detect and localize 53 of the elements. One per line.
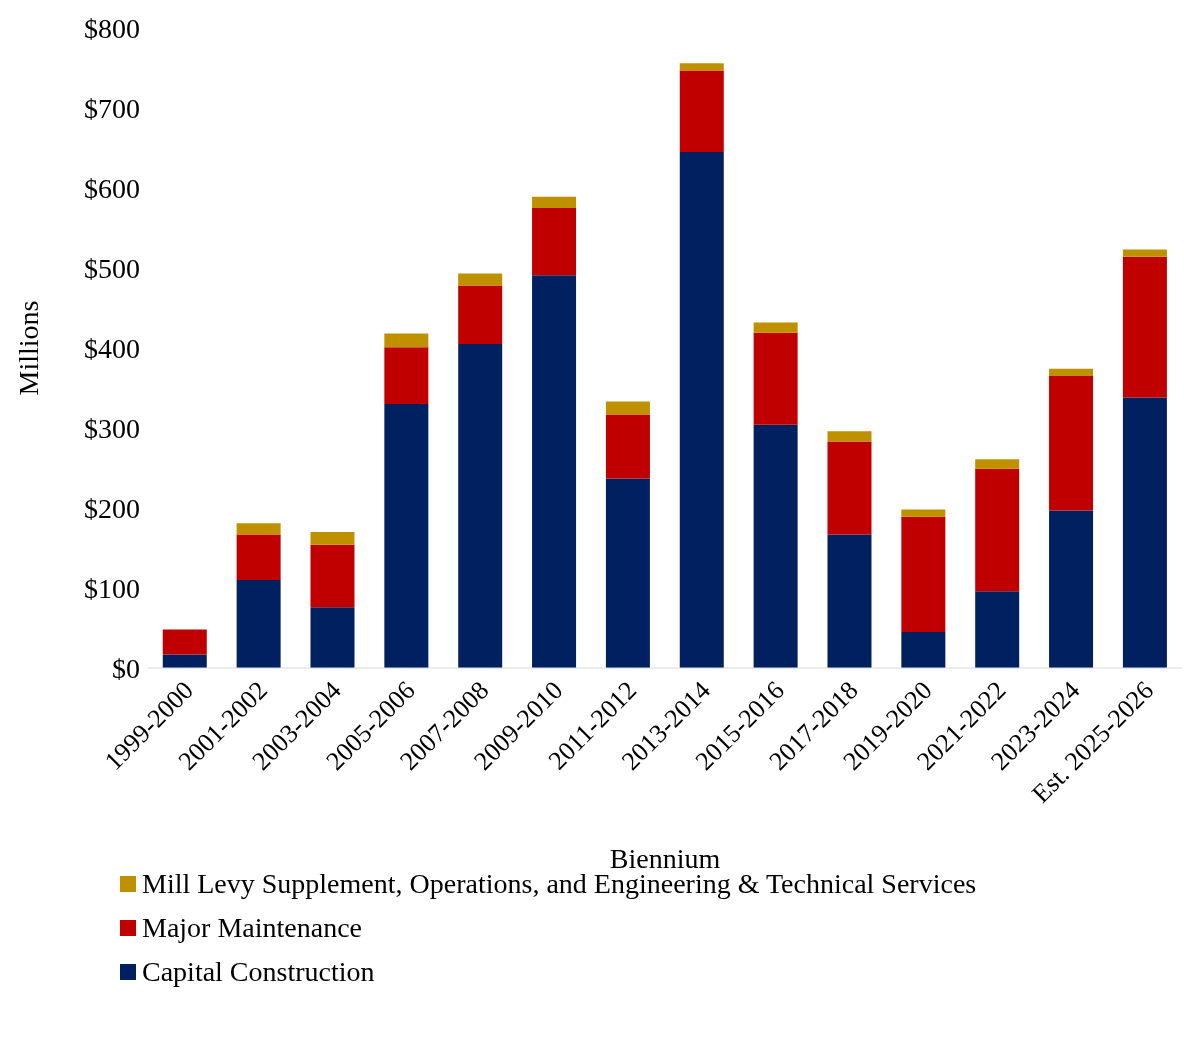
bar — [1122, 256, 1167, 398]
y-tick-label: $200 — [84, 492, 140, 524]
y-tick-label: $100 — [84, 572, 140, 604]
bar — [679, 70, 724, 152]
bar — [1049, 376, 1094, 511]
bar — [1049, 510, 1094, 668]
y-tick-label: $400 — [84, 332, 140, 364]
bar — [162, 629, 207, 655]
bar — [679, 63, 724, 71]
bar — [532, 196, 577, 208]
bar — [1122, 249, 1167, 257]
bar — [532, 208, 577, 276]
bar — [901, 516, 946, 632]
bar — [975, 459, 1020, 469]
bar — [384, 404, 429, 668]
y-axis-title: Millions — [12, 300, 44, 396]
bar — [605, 478, 650, 668]
y-tick-label: $300 — [84, 412, 140, 444]
bar — [975, 468, 1020, 592]
bar — [975, 591, 1020, 668]
y-tick-label: $600 — [84, 172, 140, 204]
bar — [1122, 397, 1167, 668]
bar — [901, 632, 946, 668]
bar — [605, 414, 650, 479]
y-tick-label: $500 — [84, 252, 140, 284]
bar — [605, 401, 650, 415]
y-tick-label: $700 — [84, 92, 140, 124]
y-tick-label: $800 — [84, 12, 140, 44]
bar — [532, 275, 577, 668]
bar — [753, 332, 798, 425]
bar — [753, 322, 798, 333]
bar — [236, 580, 281, 668]
bar — [458, 344, 503, 668]
bar — [458, 285, 503, 344]
y-tick-label: $0 — [112, 652, 140, 684]
bar — [827, 534, 872, 668]
bar — [384, 347, 429, 404]
bar — [679, 152, 724, 668]
bar — [458, 273, 503, 286]
bar — [827, 441, 872, 535]
bar — [384, 333, 429, 348]
bar — [310, 532, 355, 545]
bar — [162, 654, 207, 668]
bar — [1049, 368, 1094, 376]
bar — [753, 424, 798, 668]
legend-label: Capital Construction — [142, 956, 375, 988]
bar — [236, 534, 281, 580]
bar — [236, 523, 281, 535]
bar — [827, 431, 872, 442]
bar — [310, 607, 355, 668]
bar — [901, 509, 946, 517]
bar — [310, 544, 355, 608]
legend-label: Major Maintenance — [142, 912, 363, 944]
